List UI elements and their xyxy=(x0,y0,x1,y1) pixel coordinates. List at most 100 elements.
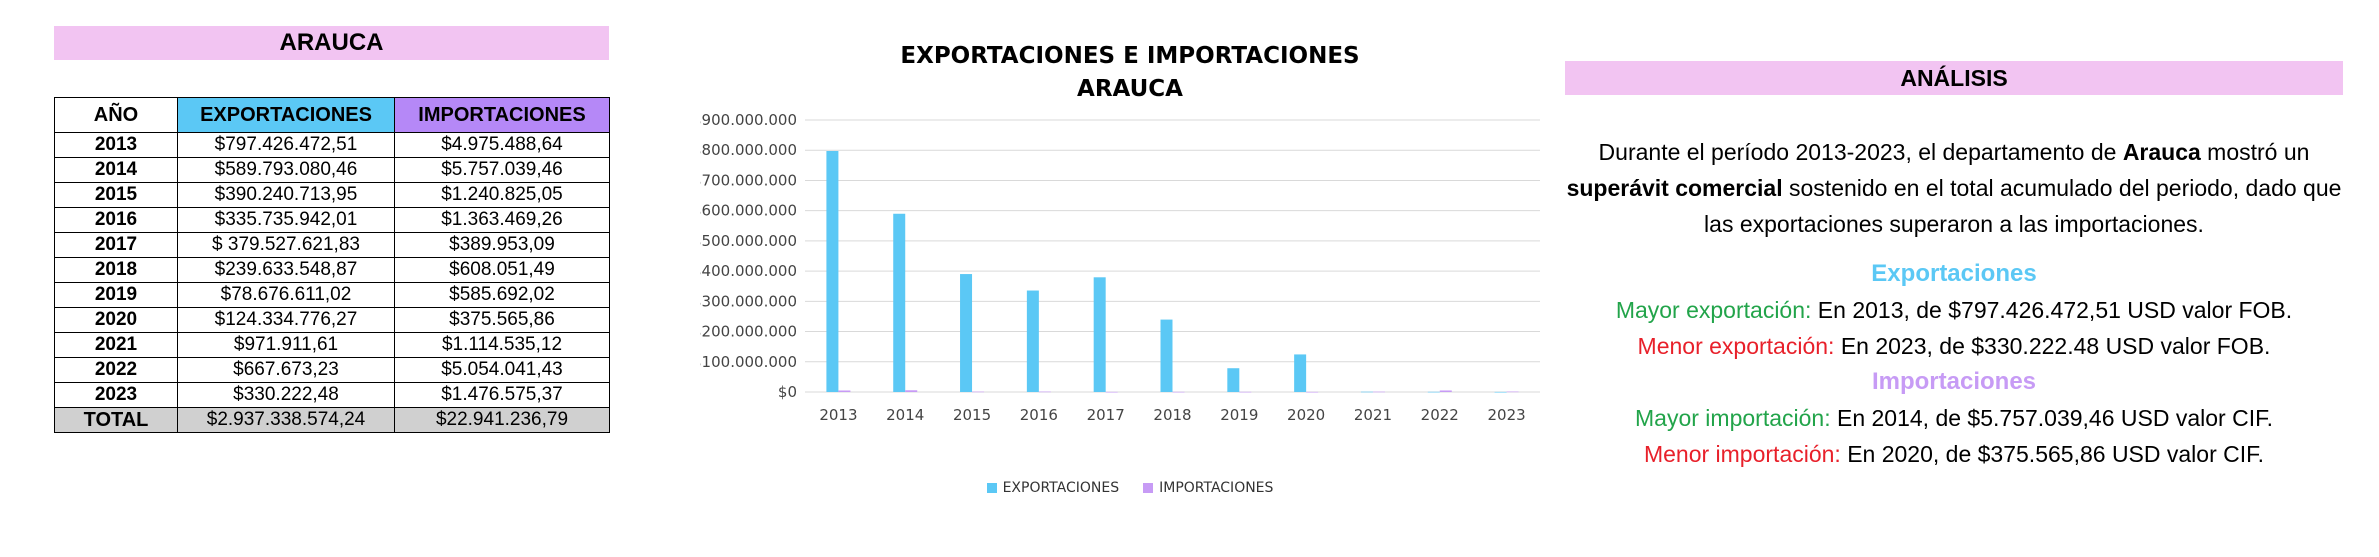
x-tick-label: 2018 xyxy=(1153,406,1191,424)
cell-imports: $1.240.825,05 xyxy=(394,182,610,208)
legend-label: IMPORTACIONES xyxy=(1159,480,1274,496)
y-tick-label: $100.000.000 xyxy=(700,353,797,371)
bar-imports-2022 xyxy=(1439,390,1452,392)
y-tick-label: $500.000.000 xyxy=(700,232,797,250)
imports-min: Menor importación: En 2020, de $375.565,… xyxy=(1565,436,2343,472)
x-tick-label: 2014 xyxy=(886,406,924,424)
y-tick-label: $0 xyxy=(778,383,797,401)
table-row: 2013 $797.426.472,51 $4.975.488,64 xyxy=(54,132,610,158)
cell-exports: $390.240.713,95 xyxy=(177,182,395,208)
imports-max-label: Mayor importación: xyxy=(1635,405,1831,431)
intro-text-3: sostenido en el total acumulado del peri… xyxy=(1704,175,2342,237)
table-row: 2016 $335.735.942,01 $1.363.469,26 xyxy=(54,207,610,233)
chart-legend: EXPORTACIONES IMPORTACIONES xyxy=(700,480,1560,496)
bar-exports-2016 xyxy=(1026,290,1039,392)
bar-imports-2015 xyxy=(972,391,985,393)
cell-year: 2021 xyxy=(54,332,178,358)
cell-exports: $78.676.611,02 xyxy=(177,282,395,308)
cell-exports: $330.222,48 xyxy=(177,382,395,408)
table-row: 2023 $330.222,48 $1.476.575,37 xyxy=(54,382,610,408)
cell-imports: $585.692,02 xyxy=(394,282,610,308)
x-tick-label: 2023 xyxy=(1487,406,1525,424)
cell-year: 2015 xyxy=(54,182,178,208)
table-header-row: AÑO EXPORTACIONES IMPORTACIONES xyxy=(54,97,610,133)
bar-imports-2023 xyxy=(1506,391,1519,393)
legend-item: EXPORTACIONES xyxy=(986,480,1120,496)
cell-exports: $971.911,61 xyxy=(177,332,395,358)
cell-year: 2020 xyxy=(54,307,178,333)
legend-label: EXPORTACIONES xyxy=(1002,480,1120,496)
bar-exports-2015 xyxy=(960,274,973,392)
table-row: 2014 $589.793.080,46 $5.757.039,46 xyxy=(54,157,610,183)
y-tick-label: $600.000.000 xyxy=(700,202,797,220)
intro-department: Arauca xyxy=(2122,139,2201,165)
y-tick-label: $400.000.000 xyxy=(700,262,797,280)
exports-min-text: En 2023, de $330.222.48 USD valor FOB. xyxy=(1834,333,2271,359)
bar-exports-2020 xyxy=(1294,354,1307,392)
bar-exports-2022 xyxy=(1427,391,1440,393)
table-total-row: TOTAL $2.937.338.574,24 $22.941.236,79 xyxy=(54,407,610,433)
chart-subtitle: ARAUCA xyxy=(1077,76,1183,102)
bar-exports-2023 xyxy=(1494,391,1507,393)
exports-max: Mayor exportación: En 2013, de $797.426.… xyxy=(1565,292,2343,328)
analysis-title: ANÁLISIS xyxy=(1565,61,2343,95)
table-row: 2022 $667.673,23 $5.054.041,43 xyxy=(54,357,610,383)
cell-imports: $5.054.041,43 xyxy=(394,357,610,383)
y-tick-label: $700.000.000 xyxy=(700,171,797,189)
x-tick-label: 2015 xyxy=(953,406,991,424)
imports-min-text: En 2020, de $375.565,86 USD valor CIF. xyxy=(1840,441,2265,467)
exports-heading: Exportaciones xyxy=(1871,260,2037,287)
table-row: 2018 $239.633.548,87 $608.051,49 xyxy=(54,257,610,283)
cell-imports: $22.941.236,79 xyxy=(394,407,610,433)
chart-title-block: EXPORTACIONES E IMPORTACIONES ARAUCA xyxy=(700,40,1560,106)
exports-min: Menor exportación: En 2023, de $330.222.… xyxy=(1565,328,2343,364)
bar-exports-2014 xyxy=(893,213,906,392)
cell-exports: $239.633.548,87 xyxy=(177,257,395,283)
imports-heading: Importaciones xyxy=(1871,368,2037,395)
exports-max-label: Mayor exportación: xyxy=(1615,297,1812,323)
bar-imports-2018 xyxy=(1172,391,1185,393)
cell-exports: $ 379.527.621,83 xyxy=(177,232,395,258)
cell-imports: $1.476.575,37 xyxy=(394,382,610,408)
x-tick-label: 2020 xyxy=(1287,406,1325,424)
header-exports: EXPORTACIONES xyxy=(177,97,395,133)
y-tick-label: $300.000.000 xyxy=(700,292,797,310)
bar-exports-2013 xyxy=(826,151,839,392)
table-row: 2015 $390.240.713,95 $1.240.825,05 xyxy=(54,182,610,208)
cell-year: 2022 xyxy=(54,357,178,383)
cell-imports: $389.953,09 xyxy=(394,232,610,258)
x-tick-label: 2022 xyxy=(1421,406,1459,424)
cell-imports: $1.114.535,12 xyxy=(394,332,610,358)
bar-exports-2017 xyxy=(1093,277,1106,392)
cell-year: 2019 xyxy=(54,282,178,308)
cell-year: TOTAL xyxy=(54,407,178,433)
bar-exports-2018 xyxy=(1160,319,1173,392)
x-tick-label: 2016 xyxy=(1020,406,1058,424)
intro-text-2: mostró un xyxy=(2200,139,2310,165)
legend-swatch xyxy=(1143,483,1154,493)
cell-year: 2023 xyxy=(54,382,178,408)
exports-max-text: En 2013, de $797.426.472,51 USD valor FO… xyxy=(1811,297,2293,323)
exports-min-label: Menor exportación: xyxy=(1637,333,1835,359)
intro-text-1: Durante el período 2013-2023, el departa… xyxy=(1598,139,2123,165)
cell-exports: $335.735.942,01 xyxy=(177,207,395,233)
cell-year: 2014 xyxy=(54,157,178,183)
bar-exports-2021 xyxy=(1360,391,1373,393)
bar-imports-2016 xyxy=(1038,391,1051,393)
imports-max-text: En 2014, de $5.757.039,46 USD valor CIF. xyxy=(1830,405,2273,431)
bar-imports-2017 xyxy=(1105,391,1118,393)
imports-max: Mayor importación: En 2014, de $5.757.03… xyxy=(1565,400,2343,436)
x-tick-label: 2021 xyxy=(1354,406,1392,424)
cell-exports: $667.673,23 xyxy=(177,357,395,383)
header-year: AÑO xyxy=(54,97,178,133)
bar-imports-2021 xyxy=(1372,391,1385,393)
cell-exports: $2.937.338.574,24 xyxy=(177,407,395,433)
legend-swatch xyxy=(986,483,997,493)
y-tick-label: $800.000.000 xyxy=(700,141,797,159)
cell-exports: $589.793.080,46 xyxy=(177,157,395,183)
bar-imports-2020 xyxy=(1306,391,1319,393)
y-tick-label: $900.000.000 xyxy=(700,111,797,129)
bar-imports-2014 xyxy=(905,390,918,392)
cell-imports: $5.757.039,46 xyxy=(394,157,610,183)
table-title: ARAUCA xyxy=(54,26,609,60)
